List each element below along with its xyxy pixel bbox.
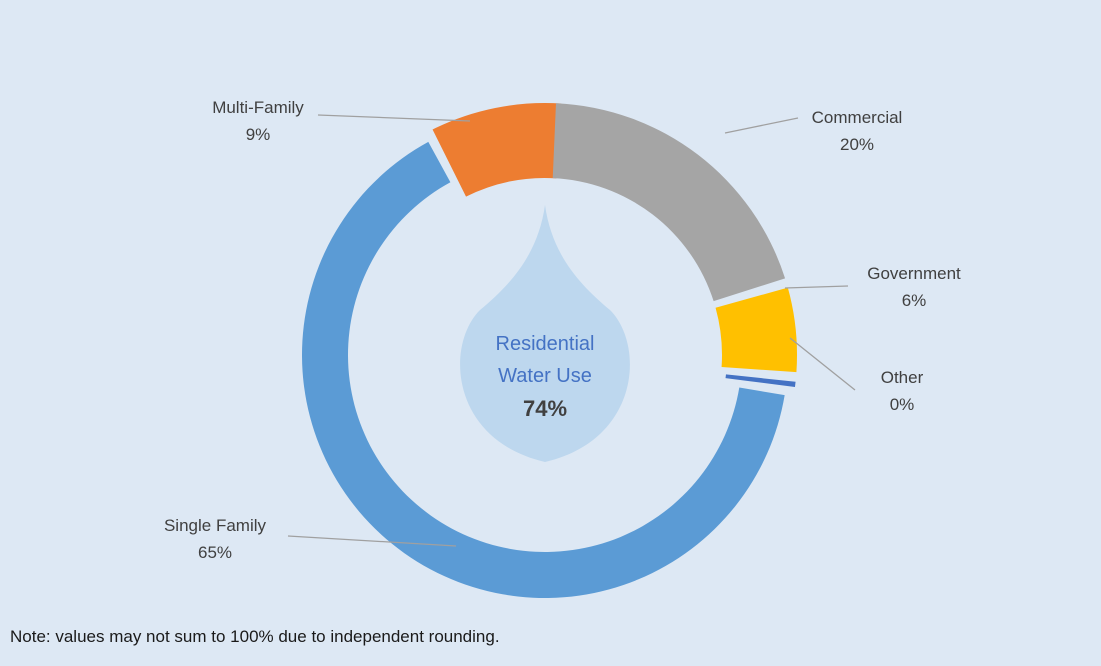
slice-multi-family — [432, 103, 562, 197]
label-government-name: Government — [867, 264, 961, 283]
label-single-family-name: Single Family — [164, 516, 267, 535]
label-single-family-value: 65% — [198, 543, 232, 562]
slice-government — [715, 287, 797, 373]
label-other-name: Other — [881, 368, 924, 387]
leader-lines — [287, 114, 856, 547]
data-labels: Multi-Family 9% Commercial 20% Governmen… — [164, 98, 961, 562]
center-line-2: Water Use — [498, 365, 592, 387]
leader-line-commercial — [724, 117, 799, 134]
center-line-1: Residential — [496, 333, 595, 355]
leader-line-single-family — [287, 535, 457, 547]
label-commercial-name: Commercial — [812, 108, 903, 127]
center-label: Residential Water Use 74% — [496, 333, 595, 421]
leader-line-government — [784, 285, 849, 289]
label-multi-family-value: 9% — [246, 125, 271, 144]
center-value: 74% — [523, 396, 567, 421]
footnote: Note: values may not sum to 100% due to … — [10, 627, 500, 646]
slice-other — [725, 374, 796, 388]
water-drop-icon — [460, 205, 630, 462]
label-commercial-value: 20% — [840, 135, 874, 154]
donut-slices — [301, 103, 797, 598]
leader-line-other — [789, 337, 856, 391]
slice-commercial — [552, 103, 786, 302]
leader-line-multi-family — [317, 114, 471, 122]
label-multi-family-name: Multi-Family — [212, 98, 304, 117]
label-government-value: 6% — [902, 291, 927, 310]
label-other-value: 0% — [890, 395, 915, 414]
